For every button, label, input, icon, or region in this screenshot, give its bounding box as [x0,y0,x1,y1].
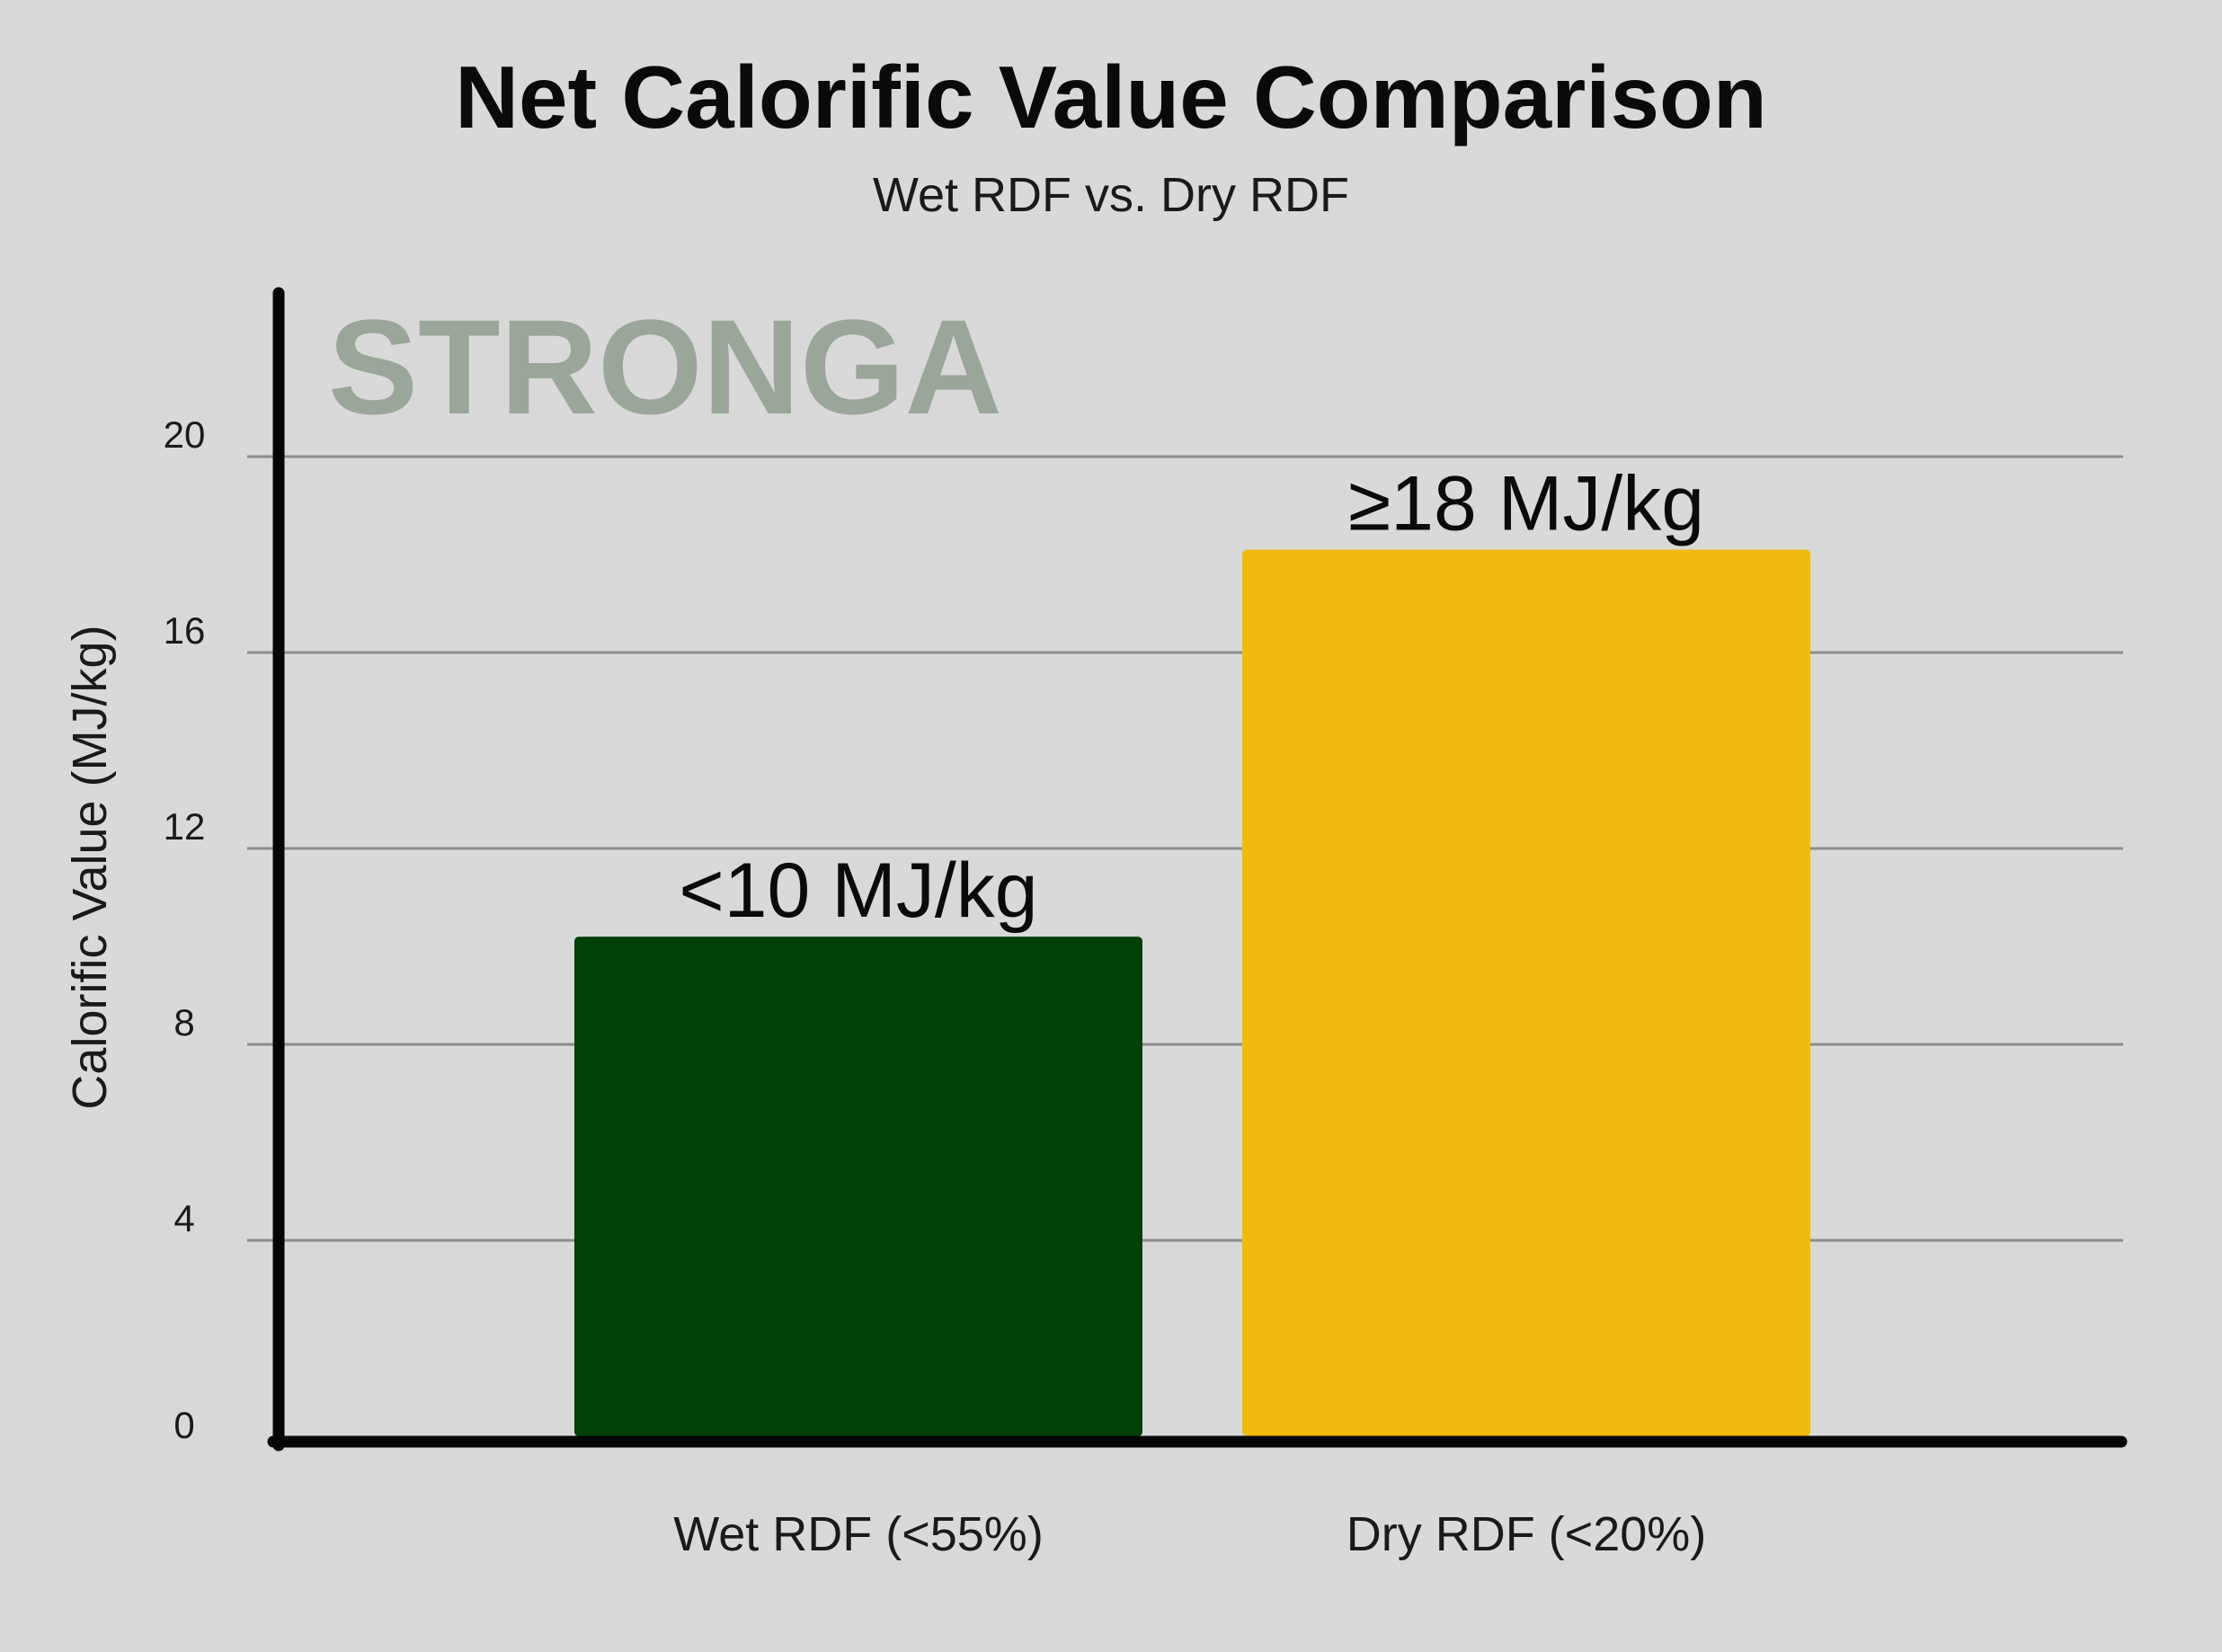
y-tick-label: 0 [173,1404,194,1446]
data-labels: <10 MJ/kg ≥18 MJ/kg [679,461,1704,935]
y-tick-label: 16 [164,609,206,652]
bar [1242,549,1810,1436]
y-tick-label: 12 [164,805,206,848]
y-tick-labels: 0 4 8 12 16 20 [164,413,206,1446]
y-axis-label: Calorific Value (MJ/kg) [63,625,117,1109]
bar [574,937,1142,1436]
chart-subtitle: Wet RDF vs. Dry RDF [873,168,1349,222]
brand-watermark: STRONGA [328,291,1002,442]
grid-lines [247,455,2123,1242]
category-label: Dry RDF (<20%) [1347,1507,1707,1561]
data-label: ≥18 MJ/kg [1348,461,1704,547]
chart-title: Net Calorific Value Comparison [455,48,1766,147]
y-tick-label: 20 [164,413,206,456]
y-tick-label: 4 [173,1197,194,1239]
category-label: Wet RDF (<55%) [673,1507,1044,1561]
bars [574,549,1810,1436]
category-labels: Wet RDF (<55%) Dry RDF (<20%) [673,1507,1706,1561]
data-label: <10 MJ/kg [679,848,1037,934]
y-tick-label: 8 [173,1001,194,1044]
